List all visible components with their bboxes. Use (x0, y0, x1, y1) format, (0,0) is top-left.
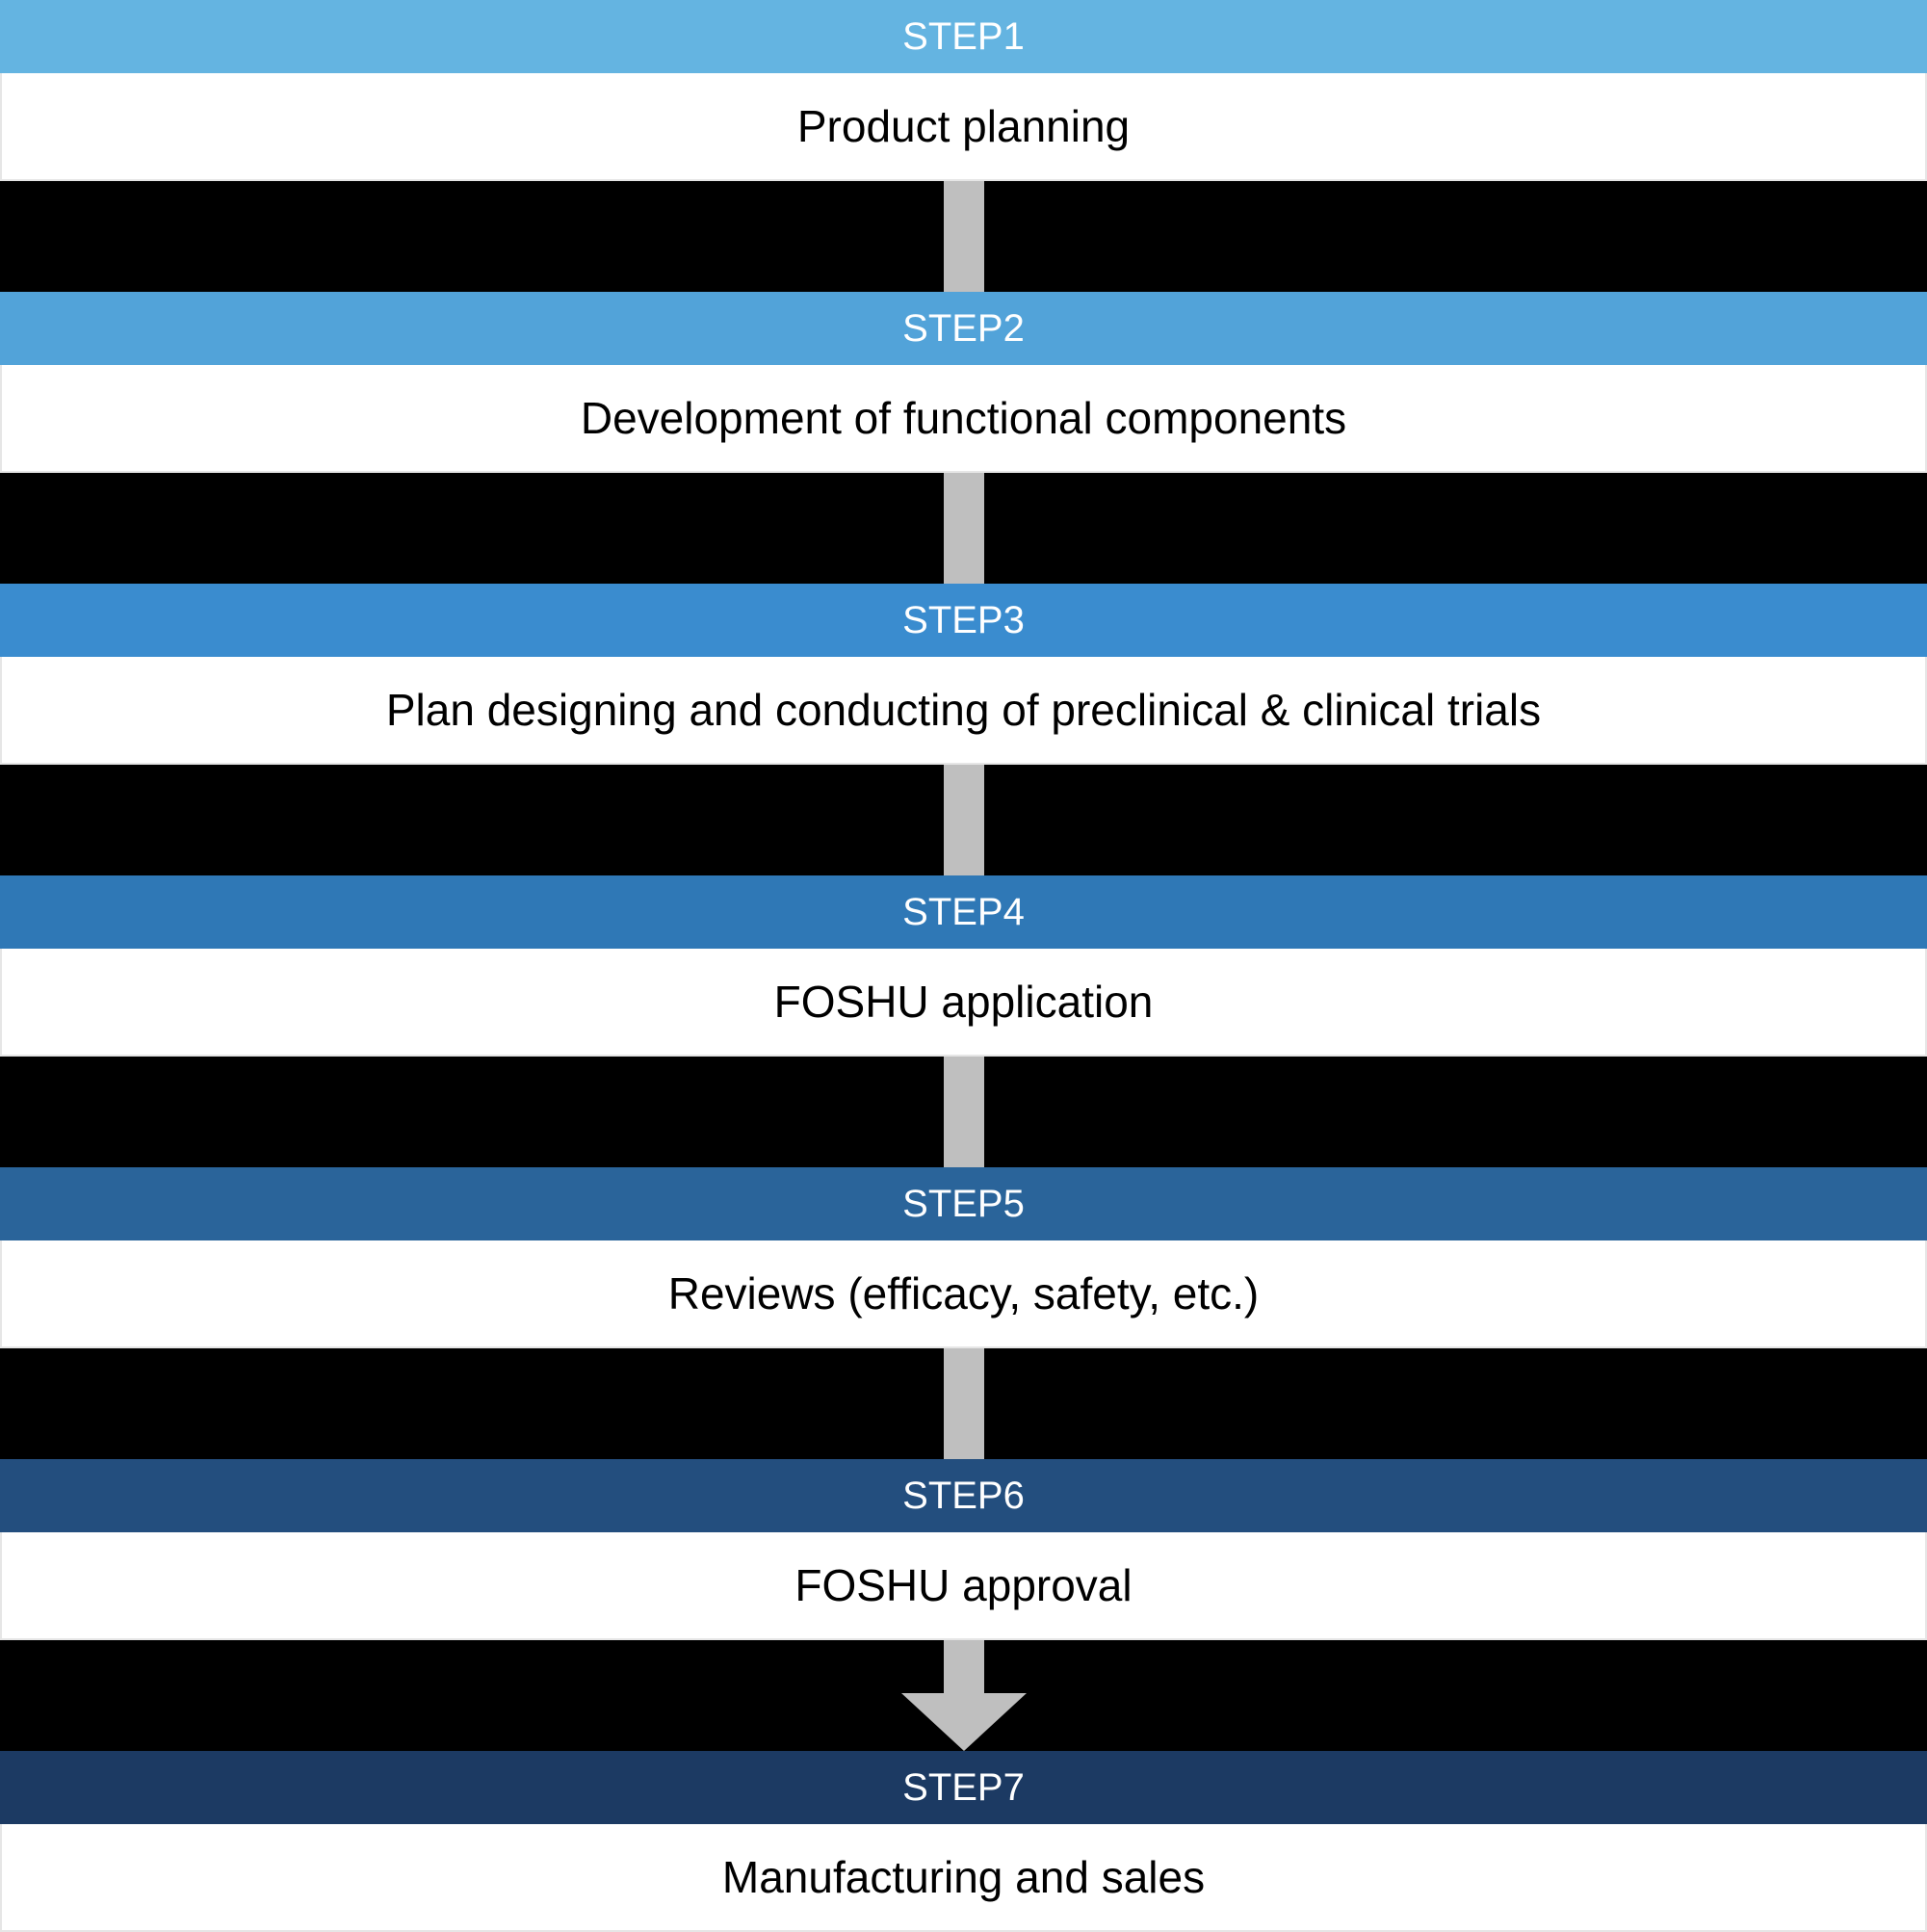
connector-5-6 (0, 1348, 1927, 1459)
step-5-header: STEP5 (0, 1167, 1927, 1240)
step-3: STEP3 Plan designing and conducting of p… (0, 584, 1927, 765)
step-7-body: Manufacturing and sales (0, 1824, 1927, 1932)
connector-4-5 (0, 1057, 1927, 1167)
connector-stem (944, 181, 984, 292)
connector-2-3 (0, 473, 1927, 584)
step-6-body: FOSHU approval (0, 1532, 1927, 1640)
step-4-header: STEP4 (0, 875, 1927, 949)
foshu-flowchart: STEP1 Product planning STEP2 Development… (0, 0, 1927, 1932)
step-4: STEP4 FOSHU application (0, 875, 1927, 1057)
step-7-header: STEP7 (0, 1751, 1927, 1824)
connector-3-4 (0, 765, 1927, 875)
connector-1-2 (0, 181, 1927, 292)
step-4-body: FOSHU application (0, 949, 1927, 1057)
step-5: STEP5 Reviews (efficacy, safety, etc.) (0, 1167, 1927, 1348)
step-5-body: Reviews (efficacy, safety, etc.) (0, 1240, 1927, 1348)
step-3-body: Plan designing and conducting of preclin… (0, 657, 1927, 765)
step-2-body: Development of functional components (0, 365, 1927, 473)
connector-stem (944, 473, 984, 584)
step-2-header: STEP2 (0, 292, 1927, 365)
step-1-header: STEP1 (0, 0, 1927, 73)
step-6: STEP6 FOSHU approval (0, 1459, 1927, 1640)
step-2: STEP2 Development of functional componen… (0, 292, 1927, 473)
connector-6-7-arrow (0, 1640, 1927, 1751)
step-1: STEP1 Product planning (0, 0, 1927, 181)
step-3-header: STEP3 (0, 584, 1927, 657)
arrow-down-icon (892, 1640, 1036, 1751)
connector-stem (944, 765, 984, 875)
step-1-body: Product planning (0, 73, 1927, 181)
connector-stem (944, 1057, 984, 1167)
step-7: STEP7 Manufacturing and sales (0, 1751, 1927, 1932)
step-6-header: STEP6 (0, 1459, 1927, 1532)
connector-stem (944, 1348, 984, 1459)
